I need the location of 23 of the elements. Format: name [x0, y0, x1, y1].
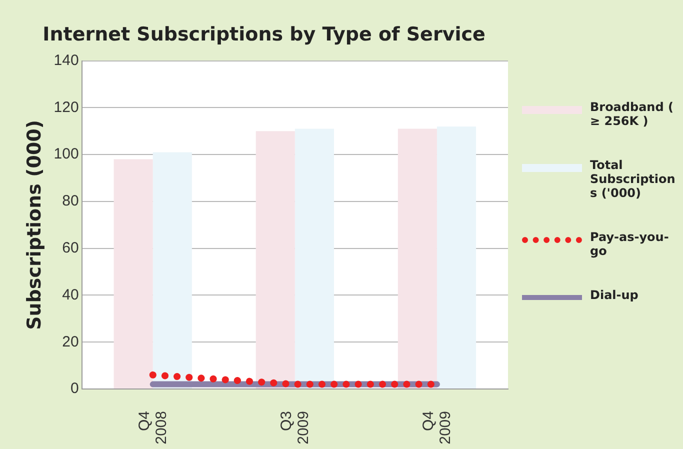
y-tick-label: 20 [62, 333, 79, 350]
x-tick-label: Q4 2008 [136, 411, 170, 444]
bar [114, 159, 153, 388]
legend-label: Pay-as-you-go [590, 230, 670, 258]
bar [436, 126, 476, 388]
y-tick-label: 40 [62, 286, 79, 304]
chart-title: Internet Subscriptions by Type of Service [42, 23, 486, 46]
bar [152, 152, 192, 388]
y-tick-label: 0 [70, 380, 79, 398]
y-tick-label: 80 [62, 192, 79, 210]
bar [256, 131, 295, 388]
legend-label: Broadband ( ≥ 256K ) [590, 100, 674, 128]
bar [398, 128, 437, 388]
bar [294, 128, 334, 388]
y-tick-label: 120 [54, 98, 79, 116]
legend-label: Dial-up [590, 288, 638, 302]
x-tick-label: Q4 2009 [420, 411, 454, 444]
y-tick-label: 60 [62, 239, 79, 256]
y-tick-label: 140 [54, 52, 79, 69]
y-axis-title: Subscriptions (000) [23, 120, 46, 330]
y-tick-label: 100 [54, 146, 79, 163]
legend-label: Total Subscriptions ('000) [590, 158, 676, 200]
x-tick-label: Q3 2009 [278, 411, 312, 444]
